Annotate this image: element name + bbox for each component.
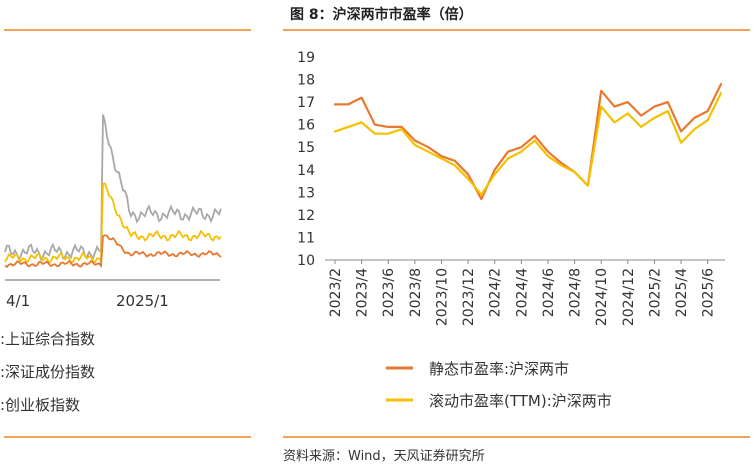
left-x-tick-label: 4/1 bbox=[6, 292, 30, 310]
pe-ratio-chart: 10 11 12 13 14 15 16 17 18 19 2023/2 2023/4 2023/6 2… bbox=[297, 50, 725, 410]
x-tick-label: 2023/6 bbox=[381, 268, 397, 317]
y-tick-label: 17 bbox=[297, 95, 315, 111]
left-legend-item: :创业板指数 bbox=[0, 396, 81, 414]
x-tick-label: 2024/12 bbox=[621, 268, 637, 326]
y-tick-label: 15 bbox=[297, 140, 315, 156]
left-legend-item: :深证成份指数 bbox=[0, 363, 96, 381]
right-top-rule bbox=[283, 29, 750, 31]
legend-label: 静态市盈率:沪深两市 bbox=[429, 360, 569, 378]
szse-component-line bbox=[4, 182, 222, 264]
ttm-pe-series-line bbox=[333, 91, 723, 196]
x-tick-label: 2024/10 bbox=[594, 268, 610, 326]
y-tick-label: 10 bbox=[297, 253, 315, 269]
y-tick-label: 18 bbox=[297, 73, 315, 89]
left-partial-chart: 4/1 2025/1 bbox=[4, 114, 222, 310]
x-tick-label: 2023/8 bbox=[408, 268, 424, 317]
left-legend-item: :上证综合指数 bbox=[0, 330, 96, 348]
x-tick-label: 2025/6 bbox=[701, 268, 717, 317]
y-tick-label: 19 bbox=[297, 50, 315, 66]
chinext-line bbox=[4, 114, 222, 263]
y-tick-label: 16 bbox=[297, 118, 315, 134]
x-tick-label: 2023/4 bbox=[355, 268, 371, 317]
figure-title: 图 8：沪深两市市盈率（倍） bbox=[290, 7, 473, 23]
y-tick-label: 14 bbox=[297, 163, 315, 179]
right-bottom-rule bbox=[283, 436, 750, 438]
left-x-tick-label: 2025/1 bbox=[116, 292, 169, 310]
x-tick-label: 2025/2 bbox=[647, 268, 663, 317]
y-tick-label: 11 bbox=[297, 230, 315, 246]
left-top-rule bbox=[4, 29, 251, 31]
static-pe-series-line bbox=[333, 82, 723, 201]
sse-composite-line bbox=[4, 234, 222, 269]
x-tick-label: 2025/4 bbox=[674, 268, 690, 317]
legend-label: 滚动市盈率(TTM):沪深两市 bbox=[429, 392, 612, 410]
x-tick-label: 2024/6 bbox=[541, 268, 557, 317]
y-tick-label: 13 bbox=[297, 185, 315, 201]
x-tick-label: 2023/10 bbox=[434, 268, 450, 326]
source-note: 资料来源：Wind，天风证券研究所 bbox=[283, 449, 485, 464]
y-tick-label: 12 bbox=[297, 208, 315, 224]
left-bottom-rule bbox=[4, 436, 251, 438]
x-tick-label: 2024/4 bbox=[514, 268, 530, 317]
x-tick-label: 2024/2 bbox=[488, 268, 504, 317]
x-tick-label: 2024/8 bbox=[568, 268, 584, 317]
x-tick-label: 2023/12 bbox=[461, 268, 477, 326]
x-tick-label: 2023/2 bbox=[328, 268, 344, 317]
